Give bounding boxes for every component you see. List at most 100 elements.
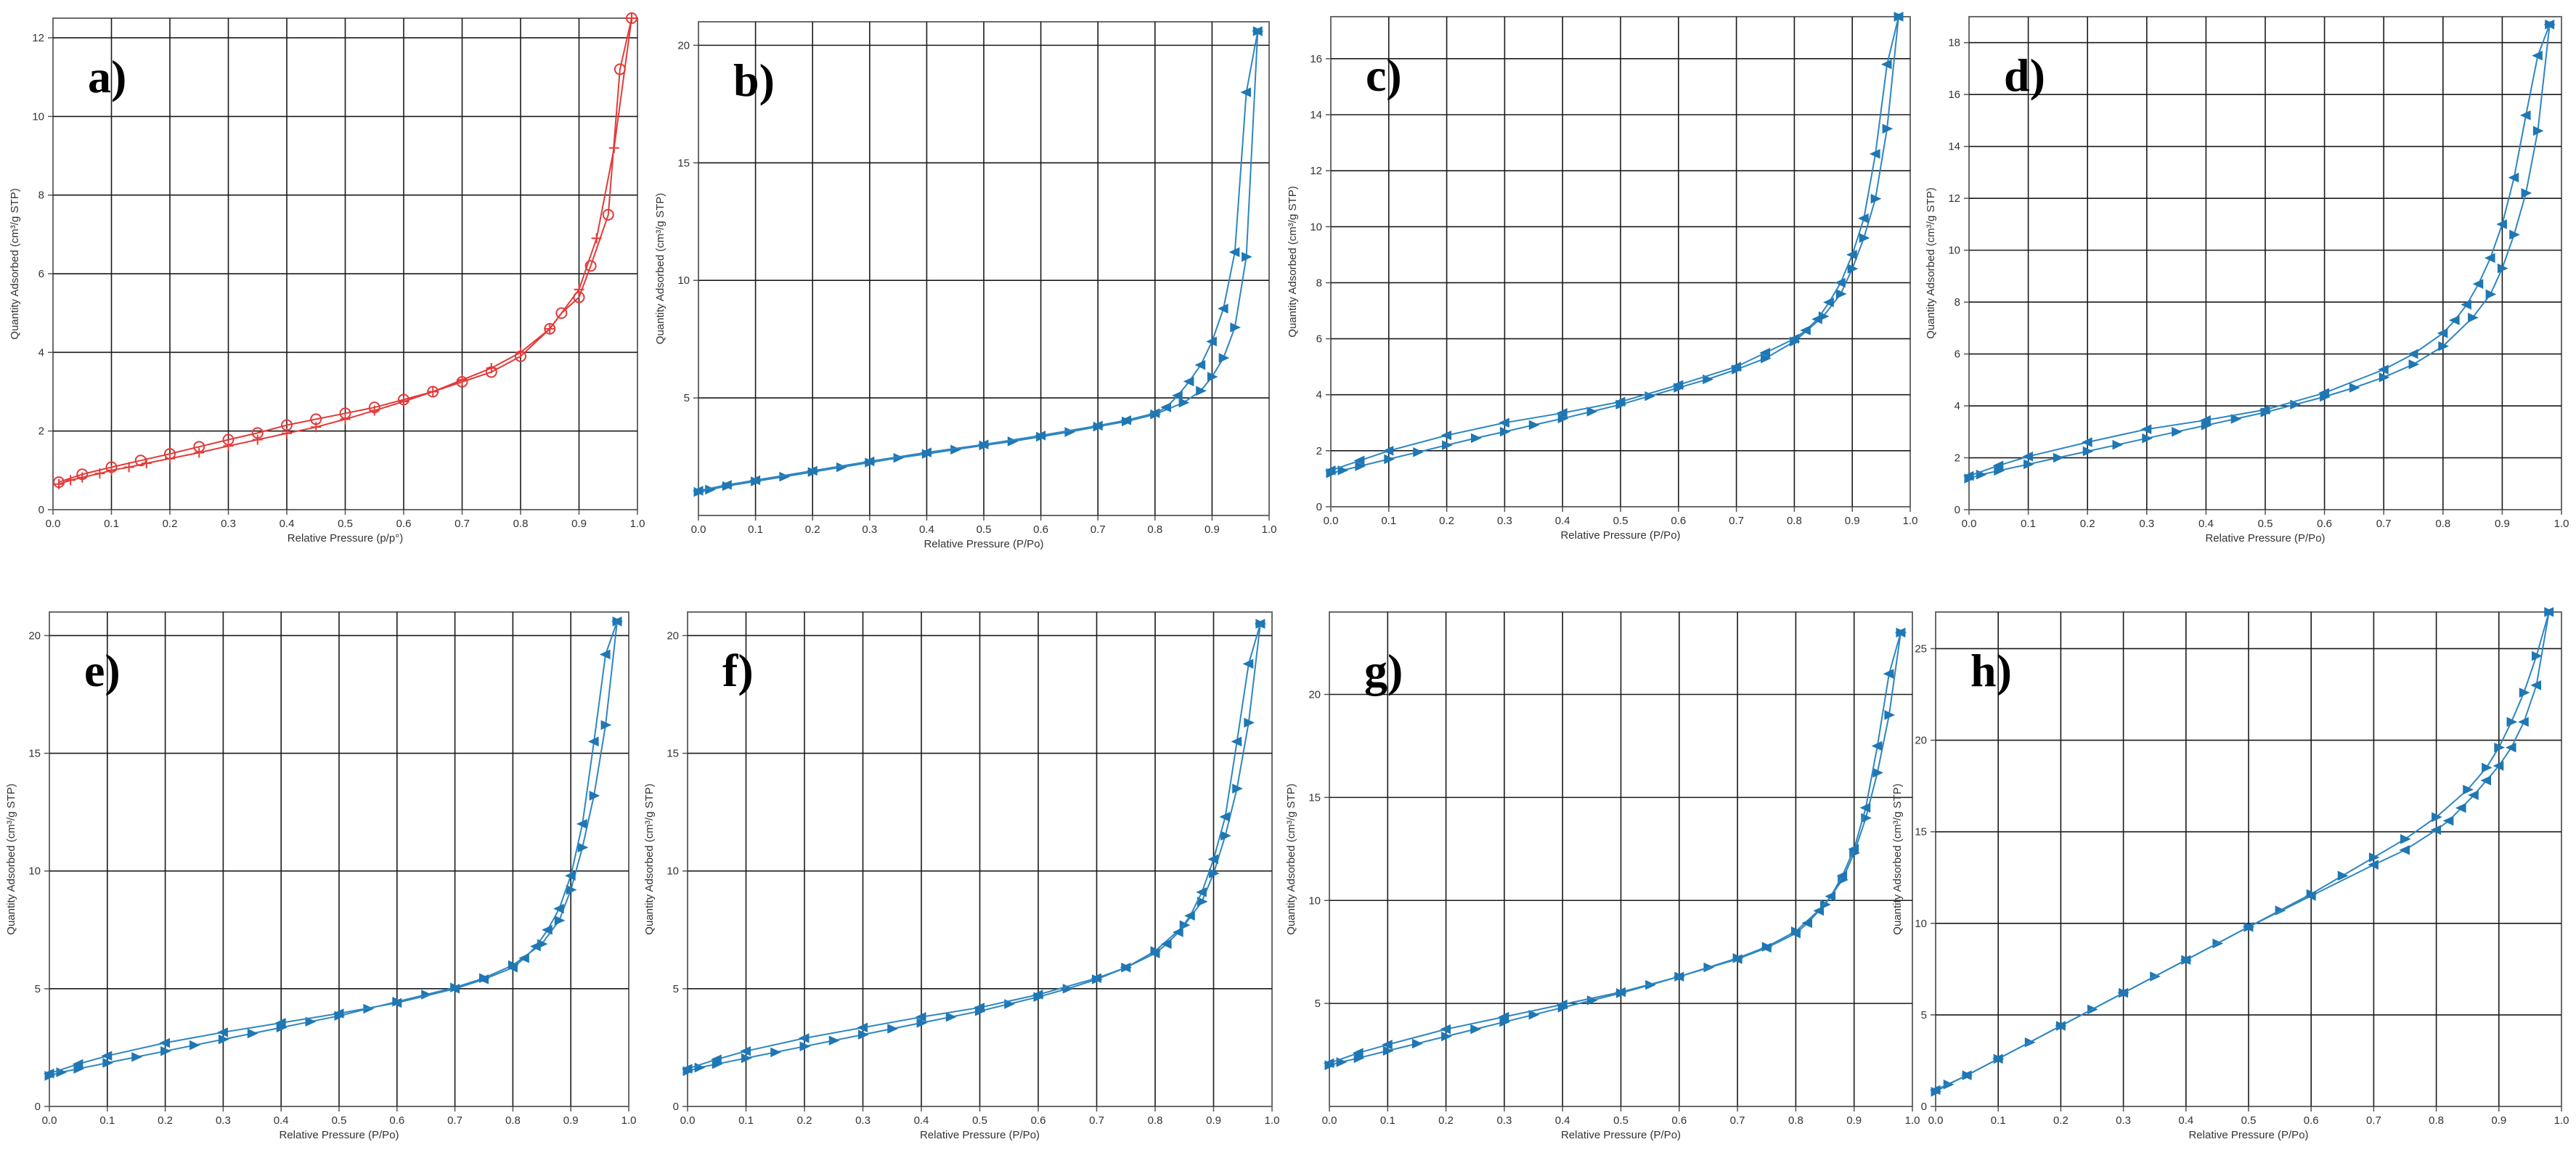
data-point (1801, 918, 1812, 929)
data-point (2082, 446, 2094, 457)
x-tick-label: 0.1 (1381, 515, 1396, 527)
data-point (1883, 669, 1894, 679)
x-tick-label: 0.8 (1148, 1114, 1163, 1127)
data-point (2200, 415, 2211, 425)
y-tick-label: 16 (1948, 89, 1960, 101)
y-tick-label: 15 (1308, 791, 1321, 804)
data-point (1759, 348, 1770, 358)
x-tick-label: 0.4 (274, 1114, 289, 1127)
data-point (2172, 427, 2182, 437)
data-point (134, 454, 147, 467)
data-point (1032, 990, 1043, 1000)
data-point (828, 1035, 840, 1045)
data-point (1196, 386, 1207, 396)
panel-label: h) (1970, 645, 2012, 696)
panel-label: a) (88, 51, 126, 102)
data-point (1859, 232, 1870, 243)
data-point (587, 736, 599, 747)
data-point (1218, 353, 1230, 363)
x-tick-label: 0.8 (1787, 515, 1802, 527)
data-point (2532, 126, 2544, 136)
data-point (1892, 12, 1904, 22)
data-point (681, 1064, 693, 1074)
data-point (2497, 263, 2508, 274)
panel-label: f) (722, 645, 754, 696)
data-point (398, 393, 409, 406)
data-point (1440, 430, 1452, 441)
data-point (1586, 407, 1598, 417)
x-tick-label: 0.3 (216, 1114, 231, 1127)
data-point (1869, 149, 1880, 159)
data-point (1835, 289, 1847, 299)
data-point (1160, 402, 1172, 412)
x-tick-label: 0.0 (1928, 1114, 1944, 1127)
y-tick-label: 15 (677, 157, 690, 169)
x-tick-label: 0.1 (104, 518, 119, 530)
data-point (507, 962, 518, 973)
data-point (2438, 341, 2449, 351)
data-point (1730, 362, 1742, 372)
data-point (159, 1037, 171, 1048)
data-point (2472, 279, 2484, 289)
data-point (251, 427, 264, 439)
data-point (2112, 439, 2124, 450)
data-point (1848, 844, 1859, 855)
x-tick-label: 0.3 (862, 523, 877, 536)
y-tick-label: 4 (1955, 400, 1960, 412)
data-point (798, 1033, 810, 1043)
data-point (427, 386, 439, 398)
data-point (1761, 353, 1772, 364)
x-tick-label: 0.3 (855, 1114, 871, 1127)
data-point (2318, 388, 2330, 398)
series-line (1968, 24, 2551, 477)
x-tick-label: 0.9 (1205, 523, 1220, 536)
data-point (1092, 420, 1103, 431)
data-point (544, 322, 556, 335)
x-tick-label: 0.2 (805, 523, 820, 536)
data-point (391, 998, 402, 1008)
x-tick-label: 0.7 (1729, 515, 1744, 527)
x-tick-label: 0.2 (163, 518, 178, 530)
panel-label: e) (84, 645, 121, 696)
data-point (1498, 1011, 1509, 1022)
x-tick-label: 0.4 (2178, 1114, 2193, 1127)
x-tick-label: 1.0 (630, 518, 645, 530)
data-point (602, 208, 614, 221)
y-tick-label: 10 (677, 274, 690, 287)
x-tick-label: 0.8 (1788, 1114, 1803, 1127)
data-point (2379, 372, 2390, 383)
data-point (2509, 229, 2520, 240)
data-point (1228, 247, 1240, 258)
y-tick-label: 12 (1948, 192, 1960, 205)
data-point (2496, 219, 2507, 229)
x-tick-label: 0.5 (338, 518, 353, 530)
y-tick-label: 25 (1915, 643, 1927, 655)
x-tick-label: 0.7 (2366, 1114, 2381, 1127)
x-tick-label: 0.8 (2429, 1114, 2444, 1127)
data-point (310, 413, 322, 425)
data-point (2305, 891, 2316, 901)
data-point (599, 649, 611, 660)
x-tick-label: 0.1 (2021, 518, 2036, 530)
y-tick-label: 10 (1915, 918, 1927, 930)
x-tick-label: 1.0 (1262, 523, 1277, 536)
data-point (1232, 783, 1243, 794)
series-line (687, 623, 1261, 1070)
x-tick-label: 0.2 (158, 1114, 173, 1127)
data-point (2432, 812, 2442, 823)
series-line (698, 30, 1259, 492)
data-point (368, 401, 380, 414)
data-point (2082, 437, 2092, 447)
data-point (1857, 213, 1869, 224)
x-tick-label: 0.0 (680, 1114, 696, 1127)
y-tick-label: 14 (1948, 141, 1960, 153)
x-axis-label: Relative Pressure (P/Po) (1560, 529, 1680, 542)
y-tick-label: 0 (1316, 501, 1322, 513)
data-point (1411, 1038, 1423, 1049)
data-point (1557, 413, 1569, 424)
data-point (43, 1068, 54, 1079)
x-tick-label: 0.2 (1438, 1114, 1454, 1127)
data-point (977, 439, 989, 449)
data-point (1231, 736, 1242, 747)
data-point (1528, 420, 1540, 431)
